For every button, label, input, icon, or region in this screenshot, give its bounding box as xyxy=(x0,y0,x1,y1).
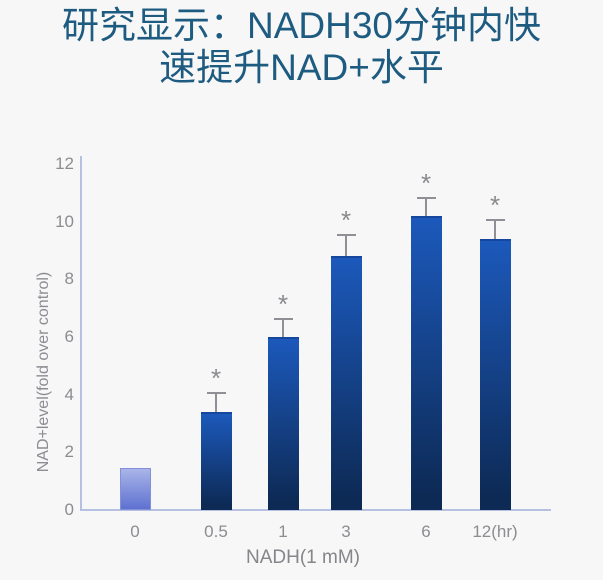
significance-asterisk: * xyxy=(277,289,289,319)
x-axis-label: NADH(1 mM) xyxy=(246,547,360,568)
x-axis-line xyxy=(80,509,551,511)
significance-asterisk: * xyxy=(420,168,432,198)
x-tick-label: 12(hr) xyxy=(472,522,518,541)
bar-slot xyxy=(119,156,151,510)
x-tick-label: 6 xyxy=(421,522,431,541)
y-tick-label: 6 xyxy=(64,326,74,346)
bar xyxy=(479,239,511,510)
significance-asterisk: * xyxy=(210,363,222,393)
error-bar-whisker xyxy=(345,234,347,256)
error-bar-whisker xyxy=(494,219,496,239)
error-bar-whisker xyxy=(282,318,284,337)
control-bar xyxy=(119,468,151,510)
y-tick-label: 12 xyxy=(55,153,74,173)
page-title-line-2: 速提升NAD+水平 xyxy=(159,47,444,88)
y-tick-label: 2 xyxy=(64,442,74,462)
bar-slot: * xyxy=(267,156,299,510)
significance-asterisk: * xyxy=(489,190,501,220)
error-bar-whisker xyxy=(215,392,217,412)
y-tick-label: 8 xyxy=(64,269,74,289)
bar-slot: * xyxy=(479,156,511,510)
error-bar-cap xyxy=(336,234,356,236)
page-title-line-1: 研究显示：NADH30分钟内快 xyxy=(62,5,541,46)
y-tick-label: 0 xyxy=(64,500,74,519)
bar-slot: * xyxy=(330,156,362,510)
error-bar-cap xyxy=(273,318,293,320)
y-axis-line xyxy=(80,156,82,511)
page-title: 研究显示：NADH30分钟内快 速提升NAD+水平 xyxy=(0,5,603,89)
x-tick-label: 3 xyxy=(341,522,351,541)
error-bar-cap xyxy=(416,197,436,199)
bar-slot: * xyxy=(410,156,442,510)
error-bar-whisker xyxy=(425,197,427,216)
plot-area: NADH(1 mM) 0 * 0.5 * 1 * 3 * 6 * 12(hr) xyxy=(80,156,551,568)
bar xyxy=(267,337,299,510)
significance-asterisk: * xyxy=(340,205,352,235)
y-tick-label: 4 xyxy=(64,384,74,404)
bar xyxy=(330,256,362,510)
error-bar-cap xyxy=(206,392,226,394)
bar xyxy=(200,412,232,510)
y-tick-label: 10 xyxy=(55,211,74,231)
y-axis-ticks: 0 2 4 6 8 10 12 xyxy=(30,153,74,519)
error-bar-cap xyxy=(485,219,505,221)
bar xyxy=(410,216,442,510)
x-tick-label: 0.5 xyxy=(204,522,228,541)
bar-slot: * xyxy=(200,156,232,510)
x-tick-label: 0 xyxy=(130,522,140,541)
x-tick-label: 1 xyxy=(278,522,288,541)
